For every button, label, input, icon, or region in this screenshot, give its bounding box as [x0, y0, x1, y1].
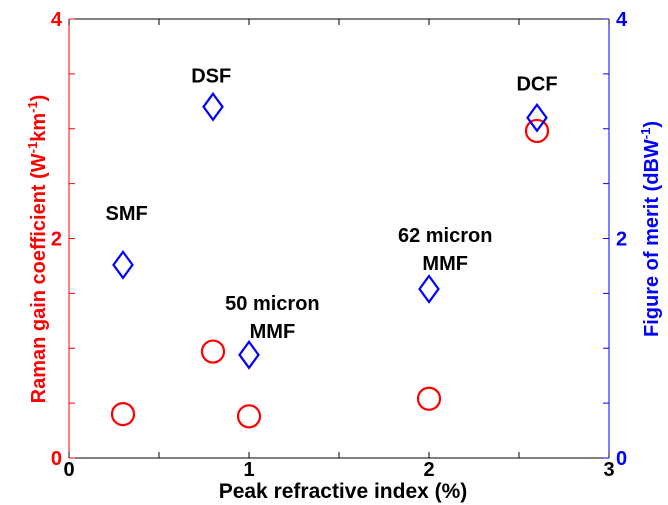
y-right-tick-label: 4 — [616, 9, 628, 31]
x-axis-label: Peak refractive index (%) — [219, 480, 468, 503]
circle-point — [416, 386, 442, 411]
point-annotation: DSF — [191, 66, 231, 88]
x-tick-label: 3 — [603, 459, 614, 481]
data-marks — [110, 91, 550, 429]
diamond-point — [112, 249, 134, 280]
diamond-point — [418, 274, 440, 304]
x-tick-label: 2 — [423, 459, 434, 481]
y-left-tick-label: 2 — [51, 229, 62, 251]
point-annotation: 50 micron MMF — [225, 293, 319, 343]
y-left-axis-label: Raman gain coefficient (W-1km-1) — [25, 95, 50, 404]
y-right-axis-label: Figure of merit (dBW-1) — [638, 121, 663, 337]
circle-point — [200, 339, 226, 364]
circle-point — [236, 404, 262, 429]
y-right-tick-label: 2 — [616, 229, 627, 251]
x-tick-label: 0 — [63, 459, 74, 481]
point-annotation: DCF — [516, 73, 557, 95]
x-tick-label: 1 — [243, 459, 254, 481]
point-annotation: 62 micron MMF — [398, 225, 492, 275]
annotations: DSF DCF SMF 62 micron MMF 50 micron MMF — [105, 66, 557, 343]
diamond-point — [202, 91, 224, 122]
circle-point — [110, 402, 136, 427]
point-annotation: SMF — [105, 203, 147, 225]
diamond-point — [526, 102, 548, 133]
diamond-point — [238, 339, 260, 370]
y-right-tick-label: 0 — [616, 448, 627, 470]
y-left-tick-label: 4 — [51, 9, 63, 31]
y-left-tick-label: 0 — [51, 448, 62, 470]
circle-point — [524, 118, 550, 144]
